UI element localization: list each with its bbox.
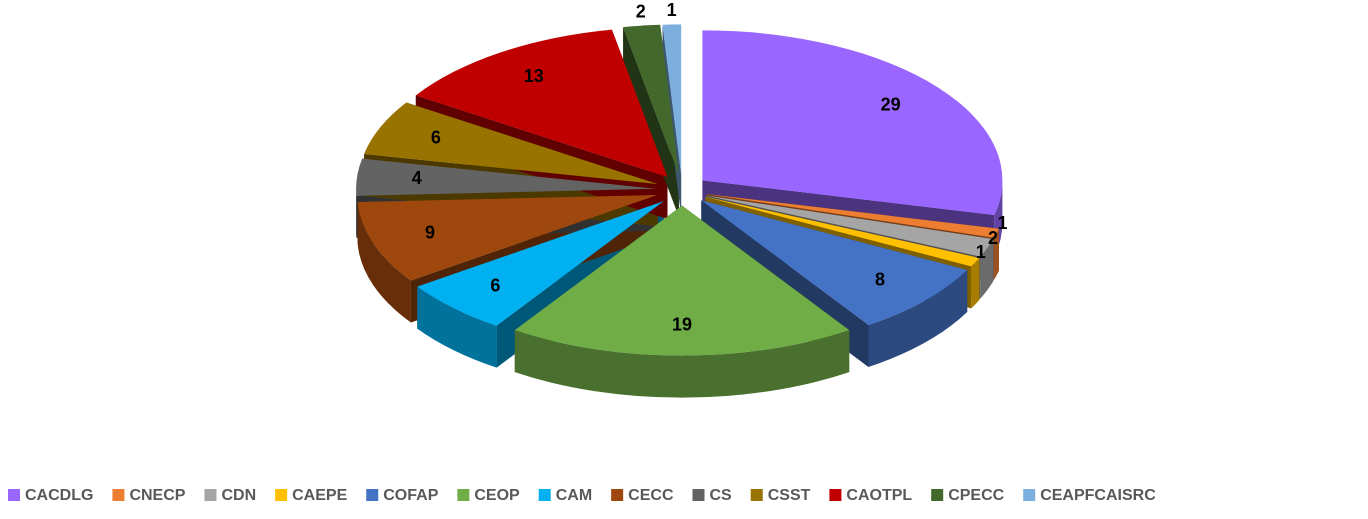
- data-label: 1: [976, 242, 986, 262]
- slice: [357, 195, 658, 281]
- legend-label: CS: [710, 487, 733, 504]
- data-label: 1: [997, 213, 1007, 233]
- legend-swatch: [538, 489, 551, 501]
- legend-label: CEOP: [474, 487, 520, 504]
- legend-label: CAM: [556, 487, 592, 504]
- slice: [707, 194, 999, 238]
- slice-side: [980, 239, 994, 299]
- data-label: 29: [881, 95, 901, 115]
- slice-side-shade: [868, 269, 968, 367]
- legend-swatch: [611, 489, 624, 501]
- data-label: 2: [988, 228, 998, 248]
- legend-swatch: [275, 489, 288, 501]
- legend-label: CDN: [221, 487, 256, 504]
- slice-side: [357, 202, 411, 323]
- legend-swatch: [366, 489, 379, 501]
- slice-side-shade: [994, 228, 999, 280]
- legend-label: CAOTPL: [846, 487, 912, 504]
- slice: [417, 201, 664, 326]
- slice-side-shade: [417, 286, 497, 368]
- legend-label: CEAPFCAISRC: [1040, 487, 1156, 504]
- legend-swatch: [931, 489, 944, 501]
- slice: [662, 24, 682, 175]
- legend-swatch: [692, 489, 705, 501]
- data-label: 13: [524, 66, 544, 86]
- data-label: 4: [412, 168, 422, 188]
- slice-side-shade: [514, 330, 850, 398]
- data-label: 6: [490, 275, 500, 295]
- data-label: 6: [431, 127, 441, 147]
- slice-side: [971, 257, 980, 309]
- legend-label: COFAP: [383, 487, 438, 504]
- data-label: 1: [667, 0, 677, 20]
- legend-swatch: [1023, 489, 1036, 501]
- legend-swatch: [204, 489, 217, 501]
- legend-label: CPECC: [948, 487, 1004, 504]
- slice-side: [994, 228, 999, 280]
- slice-side-shade: [980, 239, 994, 299]
- slice: [705, 196, 980, 267]
- legend-swatch: [750, 489, 763, 501]
- slice: [706, 195, 994, 257]
- legend: CACDLG CNECP CDN CAEPE COFAP CEOP CAM CECC CS CSS…: [8, 487, 1156, 504]
- slice-side-shade: [623, 27, 679, 217]
- slice: [364, 102, 658, 185]
- slice: [356, 158, 657, 196]
- legend-label: CNECP: [129, 487, 185, 504]
- slice-side: [514, 330, 850, 398]
- slice: [514, 205, 850, 356]
- data-label: 19: [672, 314, 692, 334]
- slice: [702, 30, 1003, 216]
- slice: [623, 24, 679, 175]
- legend-label: CSST: [768, 487, 811, 504]
- legend-label: CECC: [628, 487, 674, 504]
- legend-label: CACDLG: [25, 487, 93, 504]
- legend-label: CAEPE: [292, 487, 347, 504]
- slice: [415, 29, 668, 178]
- slice-side: [417, 286, 497, 368]
- legend-swatch: [8, 489, 20, 501]
- data-label: 9: [425, 222, 435, 242]
- legend-swatch: [457, 489, 470, 501]
- slice-outer-walls: [356, 180, 1003, 398]
- legend-swatch: [112, 489, 125, 501]
- slice-side-shade: [971, 257, 980, 309]
- legend-swatch: [829, 489, 842, 501]
- slice-side-shade: [357, 202, 411, 323]
- slice-tops: [356, 24, 1003, 356]
- slice-side: [868, 269, 968, 367]
- data-label: 2: [636, 1, 646, 21]
- slice: [701, 200, 968, 325]
- data-label: 8: [875, 269, 885, 289]
